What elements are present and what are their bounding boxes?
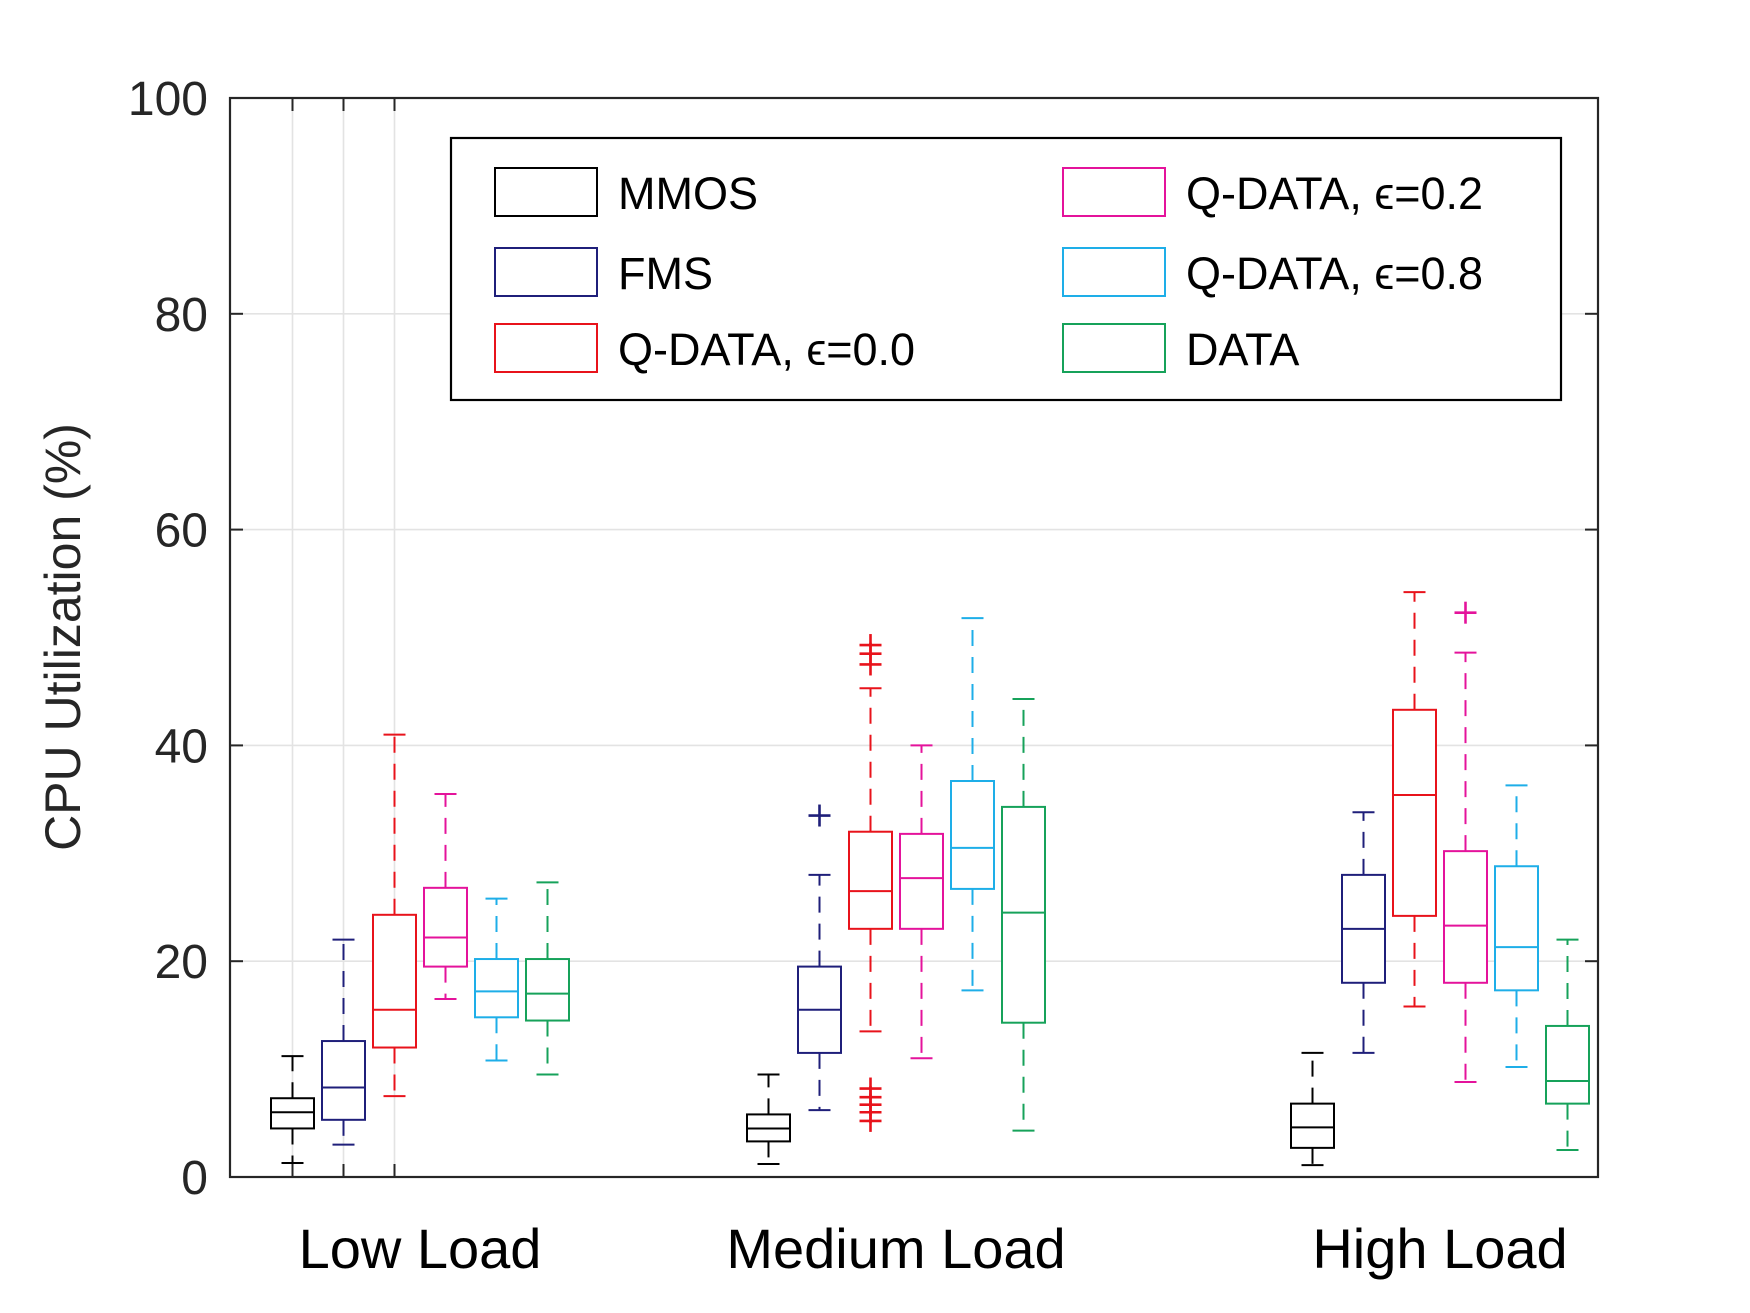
category-label: High Load (1312, 1217, 1567, 1280)
box-iqr (848, 830, 893, 930)
box-fms (797, 804, 842, 1112)
outlier-marker (859, 1077, 882, 1100)
category-label: Low Load (299, 1217, 542, 1280)
box-q-data-0-2 (1443, 601, 1488, 1084)
category-label: Medium Load (726, 1217, 1065, 1280)
box-q-data-0-0 (848, 634, 893, 1132)
box-iqr (270, 1097, 315, 1130)
legend-item: Q-DATA, ϵ=0.8 (1062, 247, 1483, 299)
box-q-data-0-0 (1392, 591, 1437, 1008)
y-tick-label: 60 (155, 505, 208, 558)
box-q-data-0-8 (474, 897, 519, 1062)
box-iqr (1392, 708, 1437, 917)
legend-swatch (494, 323, 598, 373)
box-q-data-0-0 (372, 733, 417, 1098)
box-mmos (746, 1073, 791, 1166)
legend-label: MMOS (618, 168, 758, 219)
axes-frame (228, 96, 1600, 1179)
box-iqr (525, 958, 570, 1022)
box-q-data-0-2 (899, 744, 944, 1060)
box-mmos (270, 1055, 315, 1164)
y-axis-label: CPU Utilization (%) (35, 423, 91, 851)
legend-label: Q-DATA, ϵ=0.0 (618, 324, 915, 375)
legend-swatch (494, 247, 598, 297)
box-iqr (1443, 850, 1488, 984)
box-data (1545, 938, 1590, 1152)
label-layer: CPU Utilization (%) 0 20 40 60 80 100 Low Load… (35, 73, 1568, 1280)
legend-item: DATA (1062, 323, 1299, 375)
legend-swatch (494, 167, 598, 217)
box-q-data-0-8 (950, 617, 995, 992)
box-iqr (423, 886, 468, 968)
box-iqr (899, 832, 944, 930)
y-tick-label: 100 (128, 73, 208, 126)
outlier-marker (1454, 601, 1477, 624)
legend-swatch (1062, 323, 1166, 373)
box-data (1001, 698, 1046, 1132)
box-mmos (1290, 1051, 1335, 1167)
box-fms (1341, 811, 1386, 1054)
legend-label: FMS (618, 248, 713, 299)
legend-swatch (1062, 247, 1166, 297)
legend-label: Q-DATA, ϵ=0.2 (1186, 168, 1483, 219)
box-iqr (372, 913, 417, 1049)
box-layer (270, 591, 1590, 1167)
outlier-marker (859, 634, 882, 657)
legend-frame (449, 136, 1563, 402)
box-iqr (1001, 805, 1046, 1024)
y-tick-label: 20 (155, 936, 208, 989)
box-iqr (1545, 1024, 1590, 1105)
legend: MMOS FMS Q-DATA, ϵ=0.0 Q-DATA, ϵ=0.2 Q-DATA,… (449, 136, 1563, 402)
box-iqr (1290, 1102, 1335, 1149)
box-data (525, 881, 570, 1076)
box-iqr (950, 780, 995, 890)
y-tick-label: 80 (155, 289, 208, 342)
outlier-marker (808, 804, 831, 827)
legend-label: DATA (1186, 324, 1299, 375)
y-tick-label: 0 (181, 1152, 208, 1205)
legend-item: MMOS (494, 167, 758, 219)
legend-item: Q-DATA, ϵ=0.0 (494, 323, 915, 375)
box-iqr (474, 958, 519, 1019)
legend-label: Q-DATA, ϵ=0.8 (1186, 248, 1483, 299)
legend-swatch (1062, 167, 1166, 217)
box-fms (321, 938, 366, 1146)
box-iqr (1494, 865, 1539, 992)
legend-item: FMS (494, 247, 713, 299)
legend-item: Q-DATA, ϵ=0.2 (1062, 167, 1483, 219)
box-q-data-0-8 (1494, 784, 1539, 1068)
y-tick-label: 40 (155, 720, 208, 773)
box-iqr (321, 1040, 366, 1121)
box-q-data-0-2 (423, 792, 468, 1000)
